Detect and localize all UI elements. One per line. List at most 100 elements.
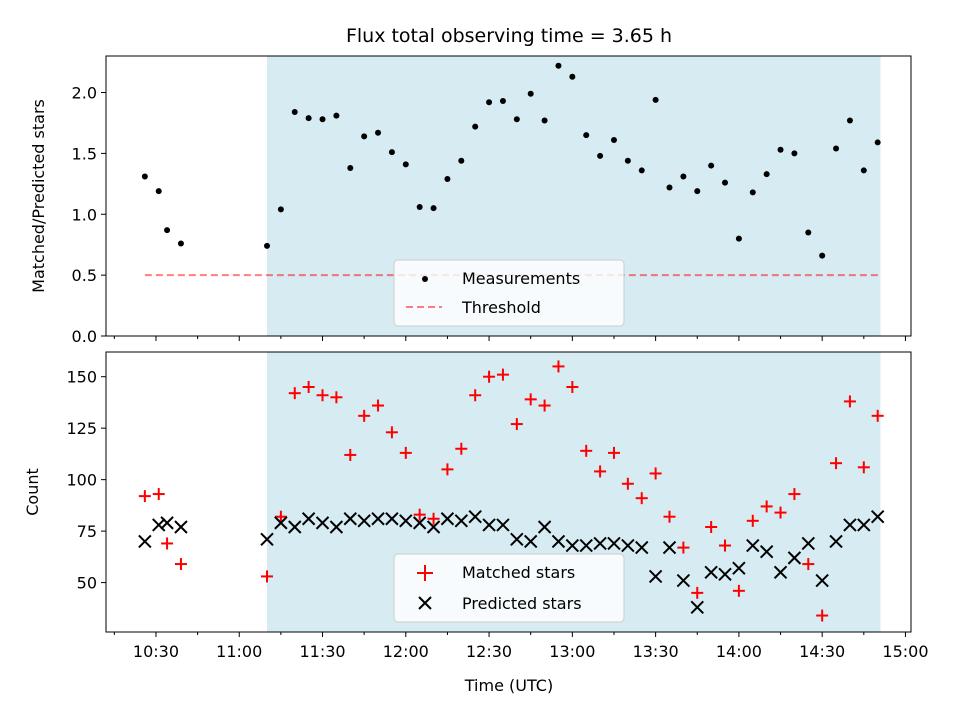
x-tick-label: 12:30 [466,642,512,661]
matched-star-point [358,409,371,422]
matched-star-point [788,488,801,501]
matched-star-point [774,506,787,519]
predicted-star-point [523,534,538,549]
measurement-point [155,188,162,195]
ratio-panel: 0.00.51.01.52.0 Matched/Predicted stars … [29,55,912,346]
x-ticks-bottom: 10:30 11:00 11:30 12:00 12:30 13:00 13:30 14:00… [113,632,929,661]
measurement-point [860,167,867,174]
predicted-star-point [773,565,788,580]
matched-star-point [441,463,454,476]
y-tick-label: 50 [77,574,97,593]
y-ticks-bottom: 50 75 100 125 150 [66,368,106,593]
predicted-star-point [399,514,413,528]
matched-star-point [174,558,187,571]
y-tick-label: 2.0 [72,84,97,103]
predicted-star-point [843,518,857,532]
predicted-star-point [857,518,871,532]
predicted-star-point [274,516,288,530]
measurement-point [638,167,645,174]
predicted-star-point [385,512,399,526]
y-tick-label: 1.0 [72,205,97,224]
predicted-star-point [496,518,510,532]
predicted-star-point [357,514,371,528]
predicted-star-point [579,538,593,553]
matched-star-point [871,409,884,422]
matched-star-point [483,370,496,383]
matched-star-point [746,514,759,527]
y-tick-label: 0.0 [72,327,97,346]
matched-star-point [138,490,151,503]
legend-marker-matched [417,565,433,581]
measurement-point [735,235,742,242]
predicted-star-point [152,518,166,532]
predicted-star-point [759,544,774,559]
predicted-star-point [676,573,691,588]
matched-star-point [816,609,829,622]
legend-marker-predicted [418,596,432,610]
matched-star-point [261,570,273,583]
measurement-point [541,117,548,124]
matched-star-point [413,508,426,521]
measurement-point [819,252,826,259]
matched-star-point [427,512,440,525]
x-tick-label: 15:00 [882,642,928,661]
legend-marker-measurements [422,276,428,282]
measurement-point [763,171,770,178]
matched-star-point [607,446,620,459]
predicted-star-point [468,509,482,524]
measurement-point [305,115,312,122]
y-tick-label: 100 [66,471,97,490]
predicted-star-point [870,509,885,524]
matched-star-point [649,467,662,480]
predicted-star-point [635,540,649,555]
measurement-point [361,133,368,140]
y-tick-label: 75 [77,522,97,541]
predicted-star-point [329,520,344,534]
measurement-point [805,229,812,236]
measurement-point [277,206,284,213]
x-tick-label: 11:30 [299,642,345,661]
predicted-star-point [829,534,843,549]
measurement-point [444,175,451,182]
matched-star-point [843,395,856,408]
x-ticks-top [113,336,906,341]
measurement-point [666,184,673,191]
measurement-point [375,129,382,136]
measurement-point [583,132,590,139]
matched-star-point [635,492,648,505]
plot-frame-top [105,55,912,337]
matched-star-point [663,510,676,523]
predicted-star-point [815,573,829,588]
measurement-point [416,203,423,210]
measurement-point [472,123,479,130]
matched-star-point [455,442,468,455]
matched-star-point [344,448,357,461]
matched-star-point [760,500,773,513]
predicted-star-point [260,532,274,547]
predicted-star-point [315,516,330,530]
measurement-point [777,146,784,153]
matched-star-point [830,457,843,470]
measurement-point [177,240,184,247]
x-tick-label: 14:30 [799,642,845,661]
legend-label-measurements: Measurements [462,269,580,288]
measurement-point [749,189,756,196]
measurement-point [555,62,562,69]
measurement-point [402,161,409,168]
predicted-star-point [690,600,704,615]
matched-star-point [152,488,165,501]
matched-star-point [621,477,634,490]
measurement-point [680,173,687,180]
legend-box-bottom [393,553,625,623]
predicted-star-point [787,551,802,565]
predicted-star-point [565,538,580,553]
measurement-points [141,62,881,259]
matched-star-point [580,444,593,457]
measurement-point [347,165,354,171]
measurement-point [597,152,604,159]
matched-star-point [732,584,745,597]
measurement-point [164,227,171,234]
measurement-point [569,73,576,80]
y-tick-label: 0.5 [72,266,97,285]
